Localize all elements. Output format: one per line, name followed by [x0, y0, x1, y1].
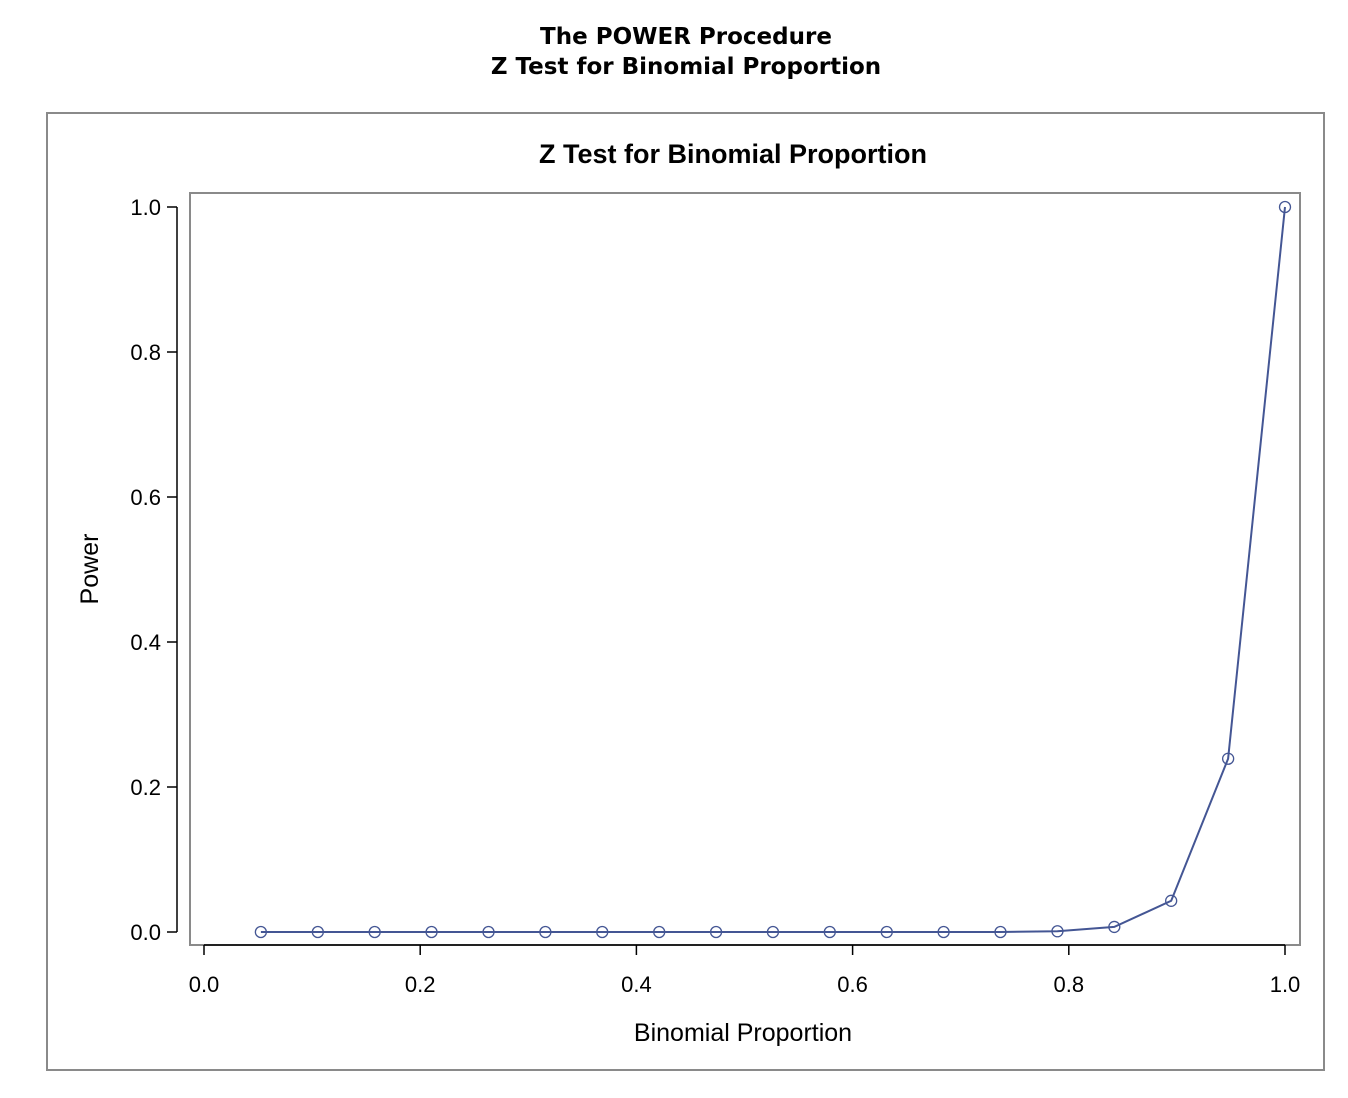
data-point-marker	[596, 925, 609, 939]
data-point-marker	[311, 925, 324, 939]
graph-frame	[46, 112, 1325, 1071]
chart-title: Z Test for Binomial Proportion	[539, 139, 927, 169]
data-point-marker	[880, 925, 893, 939]
x-tick-label: 0.4	[621, 972, 652, 997]
x-axis: 0.0 0.2 0.4 0.6 0.8 1.0	[189, 944, 1301, 997]
y-tick-label: 0.2	[130, 775, 161, 800]
y-tick-label: 0.0	[130, 920, 161, 945]
x-tick-label: 0.0	[189, 972, 220, 997]
power-curve-line	[260, 206, 1286, 933]
procedure-title: The POWER Procedure	[540, 24, 832, 50]
y-axis: 0.0 0.2 0.4 0.6 0.8 1.0	[130, 195, 178, 945]
y-tick-label: 0.8	[130, 340, 161, 365]
data-point-marker	[709, 925, 723, 939]
y-axis-label: Power	[76, 534, 104, 605]
y-tick-label: 0.6	[130, 485, 161, 510]
data-point-marker	[1051, 925, 1064, 938]
data-point-marker	[539, 925, 552, 939]
data-point-marker	[766, 925, 780, 939]
series-layer	[254, 200, 1292, 939]
x-tick-label: 0.2	[405, 972, 436, 997]
data-point-marker	[653, 925, 666, 939]
x-axis-label: Binomial Proportion	[634, 1019, 852, 1047]
page-header: The POWER Procedure Z Test for Binomial …	[0, 22, 1348, 82]
data-point-marker	[254, 925, 268, 939]
data-point-marker	[1221, 752, 1235, 765]
data-point-marker	[1165, 894, 1178, 907]
data-point-marker	[994, 925, 1007, 939]
x-tick-label: 0.6	[837, 972, 868, 997]
data-point-marker	[368, 925, 381, 939]
x-tick-label: 0.8	[1054, 972, 1085, 997]
y-tick-label: 1.0	[130, 195, 161, 220]
data-point-marker	[823, 925, 836, 939]
data-point-marker	[425, 925, 438, 939]
data-point-marker	[482, 925, 495, 939]
data-point-marker	[1278, 200, 1292, 214]
x-tick-label: 1.0	[1270, 972, 1301, 997]
y-tick-label: 0.4	[130, 630, 161, 655]
data-point-marker	[937, 925, 950, 939]
procedure-subtitle: Z Test for Binomial Proportion	[490, 54, 882, 80]
data-point-marker	[1108, 920, 1121, 934]
